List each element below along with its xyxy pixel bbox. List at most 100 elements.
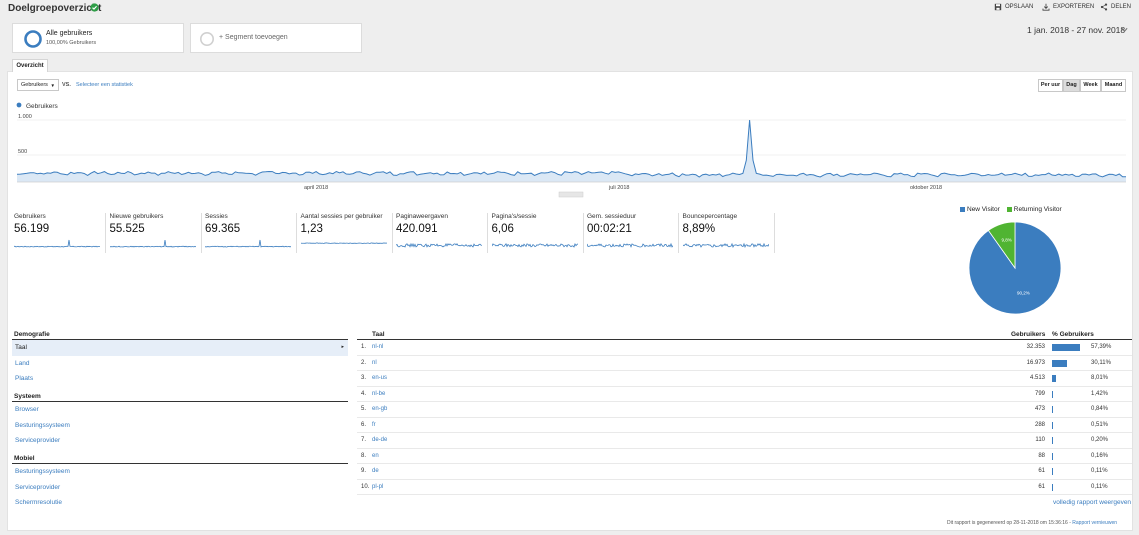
metric-sparkline — [205, 239, 291, 248]
row-users: 799 — [1034, 390, 1045, 397]
metric-value: 420.091 — [396, 223, 438, 235]
metric-sparkline — [14, 239, 100, 248]
metric-value: 1,23 — [300, 223, 323, 235]
metric-select-value: Gebruikers — [21, 82, 48, 88]
tab-overview[interactable]: Overzicht — [12, 59, 48, 72]
nav-item-browser[interactable]: Browser — [15, 406, 39, 413]
table-row: 1. nl-nl 32.353 57,39% — [357, 340, 1132, 356]
add-segment-button[interactable]: + Segment toevoegen — [190, 23, 362, 53]
row-pct-bar — [1052, 344, 1080, 351]
row-language-link[interactable]: fr — [372, 421, 376, 428]
granularity-day-button[interactable]: Dag — [1063, 79, 1080, 92]
table-header-users: Gebruikers — [1011, 331, 1046, 338]
row-language-link[interactable]: en-gb — [372, 406, 388, 412]
row-pct: 0,11% — [1091, 468, 1108, 474]
metric-label: Gem. sessieduur — [587, 213, 637, 220]
legend-returning-visitor: Returning Visitor — [1006, 206, 1062, 213]
metric-card-5[interactable]: Pagina's/sessie 6,06 — [491, 213, 584, 253]
row-pct: 57,39% — [1091, 344, 1112, 350]
divider — [12, 401, 348, 402]
select-stat-link[interactable]: Selecteer een statistiek — [76, 82, 133, 88]
table-row: 4. nl-be 799 1,42% — [357, 387, 1132, 402]
metric-card-2[interactable]: Sessies 69.365 — [205, 213, 297, 253]
row-language-link[interactable]: nl — [372, 359, 377, 366]
row-pct: 1,42% — [1091, 390, 1109, 397]
nav-item-plaats[interactable]: Plaats — [15, 375, 34, 382]
row-number: 8. — [361, 452, 367, 459]
users-area — [17, 120, 1126, 182]
metric-card-3[interactable]: Aantal sessies per gebruiker 1,23 — [300, 213, 393, 253]
row-language-link[interactable]: en-us — [372, 375, 388, 381]
users-line-chart: Gebruikers 1.000 500 april 2018 juli 201… — [16, 102, 1126, 198]
row-users: 110 — [1035, 437, 1045, 443]
row-language-link[interactable]: de — [372, 468, 379, 474]
metric-value: 55.525 — [109, 223, 145, 235]
nav-item-land[interactable]: Land — [15, 360, 30, 367]
granularity-week-button[interactable]: Week — [1080, 79, 1101, 92]
table-row: 2. nl 16.973 30,11% — [357, 356, 1132, 371]
share-button[interactable]: DELEN — [1100, 3, 1131, 11]
row-pct: 0,16% — [1091, 452, 1109, 459]
row-language-link[interactable]: pl-pl — [372, 483, 384, 490]
table-row: 5. en-gb 473 0,84% — [357, 402, 1132, 418]
nav-item-mobile-os[interactable]: Besturingssysteem — [15, 468, 70, 475]
save-button[interactable]: OPSLAAN — [994, 3, 1033, 11]
table-row: 9. de 61 0,11% — [357, 464, 1132, 480]
nav-item-os[interactable]: Besturingssysteem — [15, 422, 70, 429]
row-language-link[interactable]: de-de — [372, 437, 388, 443]
metric-value: 8,89% — [682, 223, 716, 235]
nav-section-demografie: Demografie — [14, 331, 50, 338]
granularity-hour-button[interactable]: Per uur — [1038, 79, 1063, 92]
row-language-link[interactable]: nl-be — [372, 390, 386, 397]
date-range-picker[interactable]: 1 jan. 2018 - 27 nov. 2018 — [1027, 25, 1126, 35]
share-label: DELEN — [1111, 4, 1132, 10]
row-pct: 0,20% — [1091, 437, 1109, 443]
download-icon — [1042, 3, 1050, 11]
table-header-taal: Taal — [372, 331, 385, 338]
row-users: 61 — [1038, 483, 1045, 490]
chevron-down-icon[interactable] — [1121, 27, 1128, 33]
row-number: 6. — [361, 421, 367, 428]
metric-card-7[interactable]: Bouncepercentage 8,89% — [682, 213, 775, 253]
row-users: 4.513 — [1029, 375, 1045, 381]
row-number: 5. — [361, 406, 367, 412]
legend-swatch — [1006, 207, 1012, 212]
y-tick-1000: 1.000 — [18, 114, 32, 120]
nav-item-screen-resolution[interactable]: Schermresolutie — [15, 499, 62, 506]
nav-item-label: Taal — [15, 344, 27, 351]
chart-resize-handle[interactable] — [558, 191, 584, 198]
full-report-link[interactable]: volledig rapport weergeven — [1053, 499, 1132, 506]
empty-segment-ring-icon — [200, 32, 214, 46]
metric-card-0[interactable]: Gebruikers 56.199 — [14, 213, 106, 253]
divider — [357, 339, 1132, 340]
sparkline-path — [587, 242, 673, 248]
metric-value: 69.365 — [205, 223, 241, 235]
metric-value: 6,06 — [491, 223, 514, 235]
granularity-month-button[interactable]: Maand — [1101, 79, 1126, 92]
metric-card-1[interactable]: Nieuwe gebruikers 55.525 — [109, 213, 202, 253]
row-users: 16.973 — [1026, 359, 1045, 366]
metric-card-4[interactable]: Paginaweergaven 420.091 — [396, 213, 488, 253]
nav-item-provider[interactable]: Serviceprovider — [15, 437, 61, 444]
nav-item-taal[interactable]: Taal ▸ — [12, 340, 348, 356]
y-tick-500: 500 — [18, 149, 27, 155]
legend-returning-visitor-label: Returning Visitor — [1013, 206, 1062, 213]
table-row: 6. fr 288 0,51% — [357, 418, 1132, 433]
metric-label: Gebruikers — [14, 213, 46, 220]
segment-all-users[interactable]: Alle gebruikers 100,00% Gebruikers — [12, 23, 184, 53]
row-language-link[interactable]: en — [372, 452, 379, 459]
row-pct: 0,84% — [1091, 406, 1109, 412]
overview-panel — [7, 71, 1133, 531]
row-pct-bar — [1052, 468, 1053, 475]
pie-label-new-visitor: 90,2% — [1017, 290, 1030, 295]
row-pct: 0,11% — [1091, 483, 1108, 490]
table-row: 7. de-de 110 0,20% — [357, 433, 1132, 449]
pie-slice-returning-visitor — [987, 221, 1016, 270]
nav-item-mobile-provider[interactable]: Serviceprovider — [15, 484, 61, 491]
metric-select[interactable]: Gebruikers ▼ — [17, 79, 59, 91]
refresh-report-link[interactable]: Rapport vernieuwen — [1072, 520, 1118, 526]
add-segment-label: + Segment toevoegen — [219, 34, 288, 41]
export-button[interactable]: EXPORTEREN — [1042, 3, 1094, 11]
metric-card-6[interactable]: Gem. sessieduur 00:02:21 — [587, 213, 679, 253]
row-language-link[interactable]: nl-nl — [372, 344, 384, 350]
